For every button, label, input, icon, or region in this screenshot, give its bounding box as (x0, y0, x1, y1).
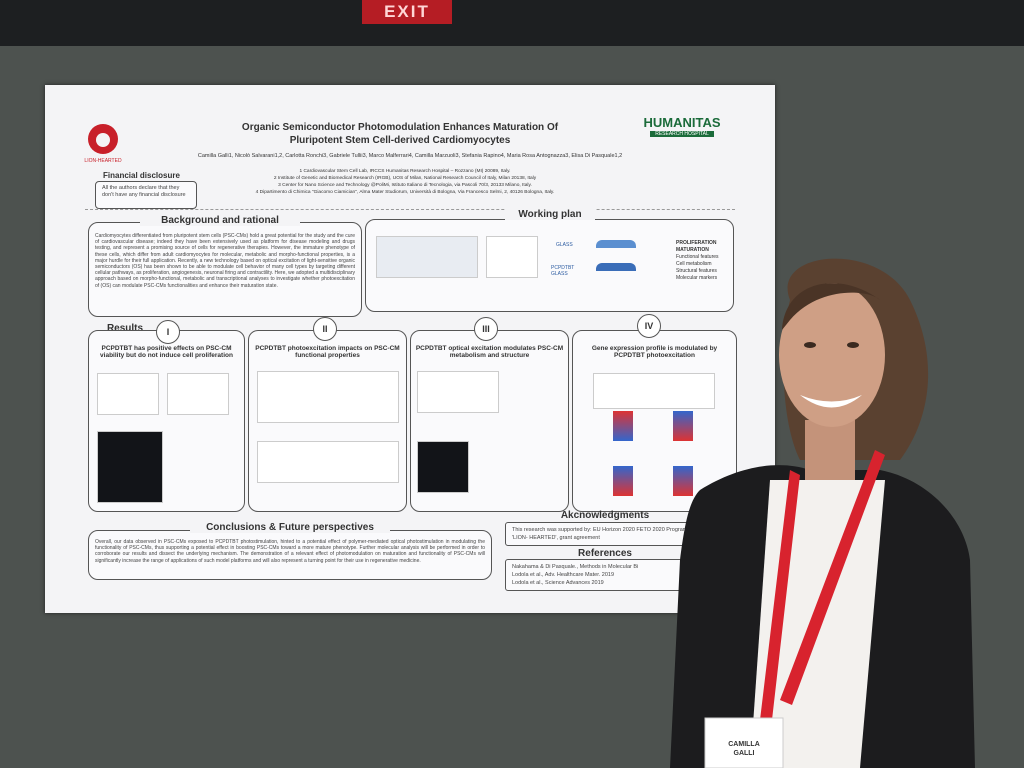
panel-title: Gene expression profile is modulated by … (591, 345, 718, 359)
wp-item: Structural features (676, 268, 717, 274)
lion-logo (88, 124, 118, 154)
panel-numeral: I (156, 320, 180, 344)
working-plan-title: Working plan (505, 209, 595, 220)
panel-title: PCPDTBT photoexcitation impacts on PSC-C… (255, 345, 400, 359)
humanitas-logo: HUMANITAS (643, 115, 721, 130)
ceiling (0, 0, 1024, 46)
financial-title: Financial disclosure (103, 171, 180, 180)
background-box: Cardiomyocytes differentiated from pluri… (88, 222, 362, 317)
conclusions-title: Conclusions & Future perspectives (190, 522, 390, 533)
badge-last: GALLI (733, 750, 755, 757)
conclusions-text: Overall, our data observed in PSC-CMs ex… (95, 539, 485, 564)
logo-left-text: LION-HEARTED (84, 158, 122, 164)
references-box: Nakahama & Di Pasquale., Methods in Mole… (505, 559, 707, 591)
poster-title: Organic Semiconductor Photomodulation En… (241, 122, 559, 146)
wp-item: MATURATION (676, 247, 709, 253)
wp-item: PROLIFERATION (676, 240, 717, 246)
authors: Camilla Galli1, Nicolò Salvarani1,2, Car… (197, 153, 623, 159)
affiliations: 1 Cardiovascular Stem Cell Lab, IRCCS Hu… (215, 168, 595, 196)
panel-numeral: II (313, 317, 337, 341)
panel-numeral: IV (637, 314, 661, 338)
panel-title: PCPDTBT optical excitation modulates PSC… (415, 345, 564, 359)
exit-sign: EXIT (362, 0, 452, 24)
conclusions-box: Overall, our data observed in PSC-CMs ex… (88, 530, 492, 580)
wp-item: Cell metabolism (676, 261, 712, 267)
wp-label: PCPDTBT GLASS (551, 265, 575, 277)
humanitas-sub: RESEARCH HOSPITAL (650, 131, 714, 137)
background-text: Cardiomyocytes differentiated from pluri… (95, 233, 355, 289)
affiliation: 4 Dipartimento di Chimica "Giacomo Ciami… (255, 190, 555, 195)
affiliation: 3 Center for Nano Science and Technology… (278, 183, 532, 188)
wp-item: Molecular markers (676, 275, 718, 281)
poster: LION-HEARTED HUMANITAS RESEARCH HOSPITAL… (45, 85, 775, 613)
ack-title: Akcnowledgments (560, 510, 650, 521)
result-panel: PCPDTBT optical excitation modulates PSC… (410, 330, 569, 512)
ack-box: This research was supported by: EU Horiz… (505, 522, 707, 546)
background-title: Background and rational (140, 215, 300, 226)
financial-box: All the authors declare that they don't … (95, 181, 197, 209)
result-panel: PCPDTBT photoexcitation impacts on PSC-C… (248, 330, 407, 512)
reference: Nakahama & Di Pasquale., Methods in Mole… (512, 564, 639, 570)
wp-item: Functional features (676, 254, 719, 260)
ack-text: This research was supported by: EU Horiz… (512, 527, 696, 541)
result-panel: Gene expression profile is modulated by … (572, 330, 737, 512)
wp-items: PROLIFERATION MATURATION Functional feat… (676, 240, 719, 282)
badge-first: CAMILLA (728, 741, 760, 748)
working-plan-box: GLASS PCPDTBT GLASS PROLIFERATION MATURA… (365, 219, 734, 312)
result-panel: PCPDTBT has positive effects on PSC-CM v… (88, 330, 245, 512)
results-title: Results (106, 323, 144, 334)
affiliation: 2 Institute of Genetic and Biomedical Re… (273, 176, 537, 181)
badge: CAMILLA GALLI (705, 740, 783, 758)
panel-numeral: III (474, 317, 498, 341)
financial-text: All the authors declare that they don't … (102, 185, 186, 198)
panel-title: PCPDTBT has positive effects on PSC-CM v… (100, 345, 233, 359)
references-title: References (578, 548, 632, 559)
reference: Lodola et al., Science Advances 2019 (512, 580, 604, 586)
reference: Lodola et al., Adv. Healthcare Mater. 20… (512, 572, 615, 578)
affiliation: 1 Cardiovascular Stem Cell Lab, IRCCS Hu… (299, 169, 511, 174)
wp-label: GLASS (556, 242, 573, 248)
